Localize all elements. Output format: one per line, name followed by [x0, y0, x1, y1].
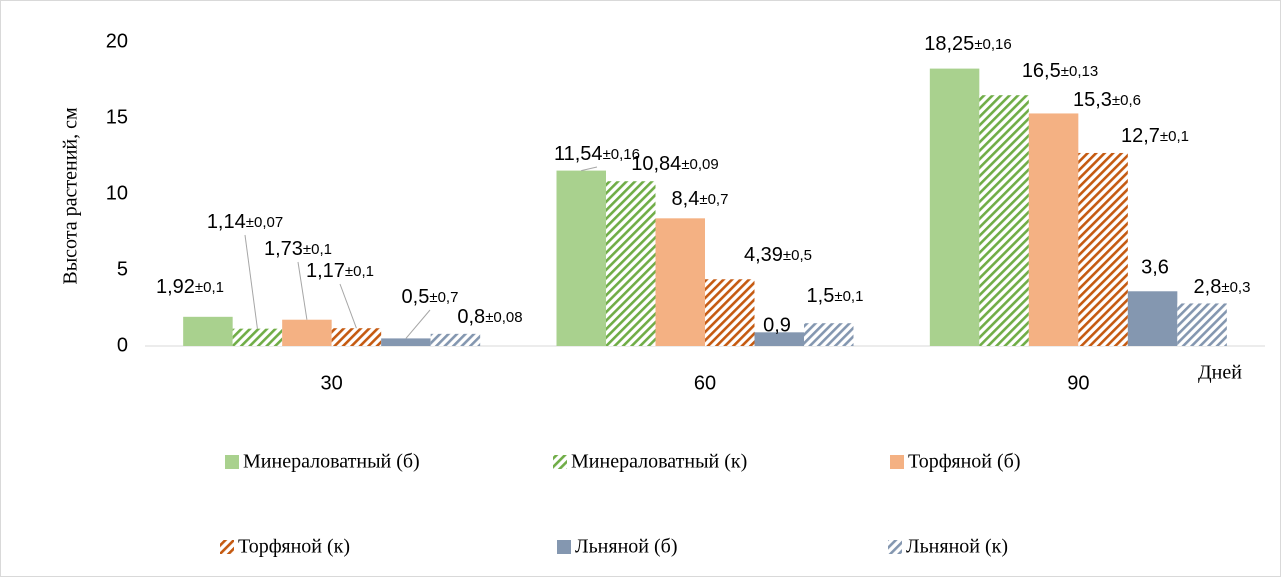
- bar: [754, 332, 804, 346]
- bar: [1078, 152, 1128, 346]
- x-axis-label: Дней: [1198, 362, 1242, 384]
- bar: [655, 218, 705, 346]
- y-tick-label: 15: [106, 106, 128, 128]
- legend-swatch: [225, 455, 239, 469]
- legend-swatch: [557, 540, 571, 554]
- data-label: 12,7±0,1: [1121, 125, 1189, 147]
- legend-label: Льняной (к): [906, 536, 1008, 558]
- data-label: 1,5±0,1: [807, 285, 864, 307]
- legend-swatch: [220, 540, 234, 554]
- data-label: 10,84±0,09: [631, 153, 719, 175]
- y-axis-label: Высота растений, см: [60, 107, 82, 285]
- data-label: 18,25±0,16: [924, 33, 1012, 55]
- legend-swatch: [890, 455, 904, 469]
- data-label: 4,39±0,5: [744, 244, 812, 266]
- bar: [183, 316, 233, 346]
- bar: [1127, 291, 1178, 346]
- bar: [929, 68, 980, 346]
- data-label: 1,92±0,1: [156, 276, 224, 298]
- data-label: 0,8±0,08: [457, 306, 522, 328]
- bar: [232, 328, 283, 346]
- bar: [282, 319, 332, 346]
- bar: [331, 328, 382, 346]
- data-label: 0,9: [763, 314, 791, 336]
- x-tick-label: 90: [1067, 372, 1089, 394]
- leader-line: [581, 166, 598, 172]
- legend-label: Минераловатный (б): [243, 451, 420, 473]
- y-tick-label: 10: [106, 182, 128, 204]
- bar: [979, 95, 1029, 346]
- bar: [381, 338, 431, 346]
- data-label: 15,3±0,6: [1073, 89, 1141, 111]
- x-tick-label: 30: [321, 372, 343, 394]
- x-tick-label: 60: [694, 372, 716, 394]
- bar: [705, 279, 755, 346]
- leader-line: [339, 283, 357, 329]
- data-label: 0,5±0,7: [402, 286, 459, 308]
- legend-label: Льняной (б): [575, 536, 678, 558]
- legend-swatch: [553, 455, 567, 469]
- leader-line: [405, 309, 431, 339]
- y-tick-label: 0: [117, 334, 128, 356]
- bar: [556, 170, 606, 346]
- bar: [430, 333, 481, 346]
- data-label: 2,8±0,3: [1194, 276, 1251, 298]
- bar: [1177, 303, 1227, 346]
- y-tick-label: 20: [106, 30, 128, 52]
- legend-label: Торфяной (к): [238, 536, 350, 558]
- data-label: 11,54±0,16: [554, 143, 640, 165]
- leader-line: [297, 261, 308, 320]
- data-label: 8,4±0,7: [672, 188, 729, 210]
- bar: [804, 323, 854, 346]
- y-tick-label: 5: [117, 258, 128, 280]
- bar: [606, 181, 656, 346]
- data-label: 16,5±0,13: [1022, 60, 1098, 82]
- legend-swatch: [888, 540, 902, 554]
- data-label: 1,73±0,1: [264, 238, 332, 260]
- data-label: 1,14±0,07: [207, 211, 283, 233]
- bar: [1028, 113, 1079, 346]
- leader-line: [244, 234, 258, 329]
- data-label: 3,6: [1141, 256, 1169, 278]
- data-label: 1,17±0,1: [306, 260, 374, 282]
- legend-label: Минераловатный (к): [571, 451, 747, 473]
- legend-label: Торфяной (б): [908, 451, 1021, 473]
